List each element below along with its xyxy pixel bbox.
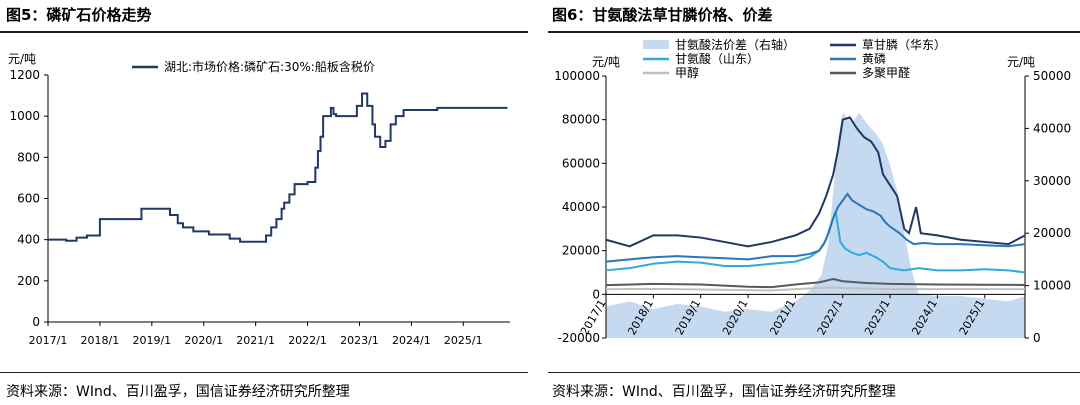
y-tick-label-left: 100000 bbox=[554, 69, 600, 83]
x-tick-label: 2025/1 bbox=[444, 334, 483, 347]
series-line-phosphate bbox=[48, 92, 508, 243]
y-tick-label: 800 bbox=[17, 150, 40, 164]
source-rule-left bbox=[0, 372, 528, 373]
series-line-2 bbox=[605, 211, 1026, 274]
y-tick-label-left: 40000 bbox=[562, 200, 600, 214]
x-tick-label: 2024/1 bbox=[392, 334, 431, 347]
y-tick-label-left: 80000 bbox=[562, 113, 600, 127]
legend-label-0: 甘氨酸法价差（右轴） bbox=[675, 37, 795, 52]
title-rule-right bbox=[548, 31, 1080, 33]
y-tick-label-left: 0 bbox=[592, 287, 600, 301]
y-tick-label: 600 bbox=[17, 192, 40, 206]
y-tick-label-right: 30000 bbox=[1033, 174, 1071, 188]
y-tick-label-right: 0 bbox=[1033, 331, 1041, 345]
y-tick-label-right: 10000 bbox=[1033, 279, 1071, 293]
y-axis-unit: 元/吨 bbox=[8, 52, 36, 66]
x-tick-label: 2023/1 bbox=[340, 334, 379, 347]
y-tick-label: 0 bbox=[32, 315, 40, 329]
legend-label-3: 黄磷 bbox=[862, 51, 886, 66]
series-line-5 bbox=[605, 278, 1026, 289]
x-tick-label: 2022/1 bbox=[288, 334, 327, 347]
x-tick-label: 2018/1 bbox=[81, 334, 120, 347]
y-tick-label: 1000 bbox=[9, 109, 40, 123]
y-tick-label: 400 bbox=[17, 233, 40, 247]
source-rule-right bbox=[548, 372, 1080, 373]
series-line-3 bbox=[605, 192, 1026, 263]
y-tick-label: 200 bbox=[17, 274, 40, 288]
x-tick-label: 2020/1 bbox=[184, 334, 223, 347]
phosphate-price-chart: 0 200 400 600 800 1000 1200 元/吨 2017/1 2018/1 2019… bbox=[8, 52, 510, 347]
y-tick-label-right: 20000 bbox=[1033, 226, 1071, 240]
y-axis-unit-right: 元/吨 bbox=[1007, 55, 1035, 69]
y-tick-label-left: 20000 bbox=[562, 244, 600, 258]
source-note-right: 资料来源：WInd、百川盈孚，国信证券经济研究所整理 bbox=[552, 384, 896, 400]
series-line-4 bbox=[605, 286, 1026, 292]
y-tick-label-right: 50000 bbox=[1033, 69, 1071, 83]
x-tick-label: 2017/1 bbox=[29, 334, 68, 347]
legend-label: 湖北:市场价格:磷矿石:30%:船板含税价 bbox=[164, 59, 375, 74]
y-tick-label-left: 60000 bbox=[562, 156, 600, 170]
y-tick-label-right: 40000 bbox=[1033, 121, 1071, 135]
glyphosate-price-spread-chart: -20000 0 20000 40000 60000 80000 100000 0 10000 2… bbox=[554, 37, 1071, 345]
series-area-spread bbox=[606, 112, 1025, 339]
x-tick-label: 2021/1 bbox=[236, 334, 275, 347]
source-note-left: 资料来源：WInd、百川盈孚，国信证券经济研究所整理 bbox=[6, 384, 350, 400]
legend-label-2: 甘氨酸（山东） bbox=[675, 51, 759, 66]
figure-title-right: 图6：甘氨酸法草甘膦价格、价差 bbox=[552, 6, 773, 24]
legend-label-4: 甲醇 bbox=[675, 65, 699, 80]
legend-label-1: 草甘膦（华东） bbox=[862, 37, 946, 52]
series-line-1 bbox=[605, 116, 1026, 248]
y-axis-unit-left: 元/吨 bbox=[592, 55, 620, 69]
legend-label-5: 多聚甲醛 bbox=[862, 65, 910, 80]
figure-title-left: 图5：磷矿石价格走势 bbox=[6, 6, 152, 24]
x-tick-label: 2019/1 bbox=[132, 334, 171, 347]
y-tick-label: 1200 bbox=[9, 68, 40, 82]
y-tick-label-left: -20000 bbox=[557, 331, 600, 345]
legend-swatch-0 bbox=[643, 40, 669, 49]
title-rule-left bbox=[0, 31, 528, 33]
